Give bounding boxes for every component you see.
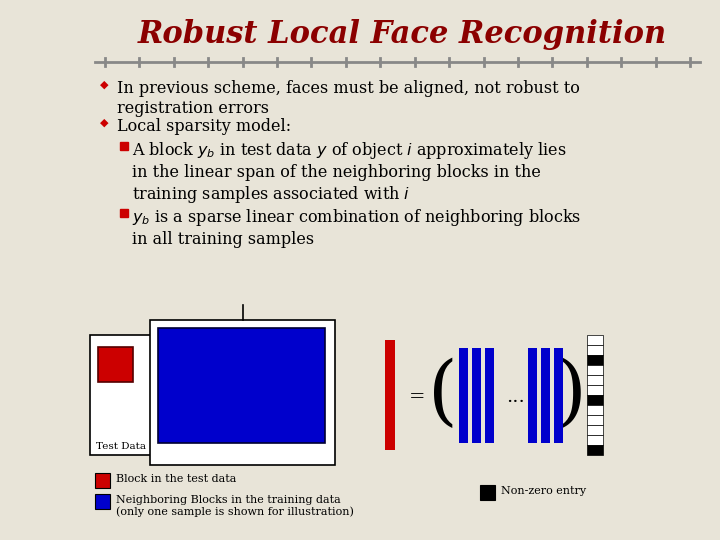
Bar	[587, 355, 603, 365]
Bar	[587, 415, 603, 425]
Bar	[587, 435, 603, 445]
Text: Robust Local Face Recognition: Robust Local Face Recognition	[138, 19, 667, 51]
Bar	[587, 405, 603, 415]
Text: A block $y_b$ in test data $y$ of object $i$ approximately lies
in the linear sp: A block $y_b$ in test data $y$ of object…	[132, 140, 567, 205]
Bar	[95, 494, 110, 509]
Text: ◆: ◆	[100, 80, 109, 90]
Bar	[480, 485, 495, 500]
Bar	[485, 348, 494, 443]
Bar	[587, 395, 603, 405]
Bar	[587, 335, 603, 345]
Bar	[472, 348, 481, 443]
Text: Neighboring Blocks in the training data
(only one sample is shown for illustrati: Neighboring Blocks in the training data …	[116, 495, 354, 517]
Bar	[385, 340, 395, 450]
Text: In previous scheme, faces must be aligned, not robust to
registration errors: In previous scheme, faces must be aligne…	[117, 80, 580, 117]
Text: ◆: ◆	[100, 118, 109, 128]
Bar	[587, 425, 603, 435]
Bar	[587, 385, 603, 395]
Bar	[95, 473, 110, 488]
Bar	[90, 335, 265, 455]
Bar	[459, 348, 468, 443]
Bar	[150, 320, 335, 465]
Bar	[587, 445, 603, 455]
Bar	[587, 365, 603, 375]
Text: Block in the test data: Block in the test data	[116, 474, 236, 484]
Bar	[120, 209, 128, 217]
Bar	[158, 328, 325, 443]
Text: =: =	[409, 388, 426, 406]
Bar	[98, 347, 133, 382]
Bar	[554, 348, 563, 443]
Text: Local sparsity model:: Local sparsity model:	[117, 118, 291, 135]
Bar	[587, 345, 603, 355]
Bar	[541, 348, 550, 443]
Text: Non-zero entry: Non-zero entry	[501, 486, 586, 496]
Bar	[528, 348, 537, 443]
Text: $y_b$ is a sparse linear combination of neighboring blocks
in all training sampl: $y_b$ is a sparse linear combination of …	[132, 207, 581, 248]
Text: (: (	[428, 358, 458, 432]
Text: ...: ...	[506, 388, 525, 406]
Bar	[120, 142, 128, 150]
Text: Training Data: Training Data	[156, 452, 229, 461]
Bar	[587, 375, 603, 385]
Text: Test Data: Test Data	[96, 442, 146, 451]
Text: ): )	[556, 358, 586, 432]
